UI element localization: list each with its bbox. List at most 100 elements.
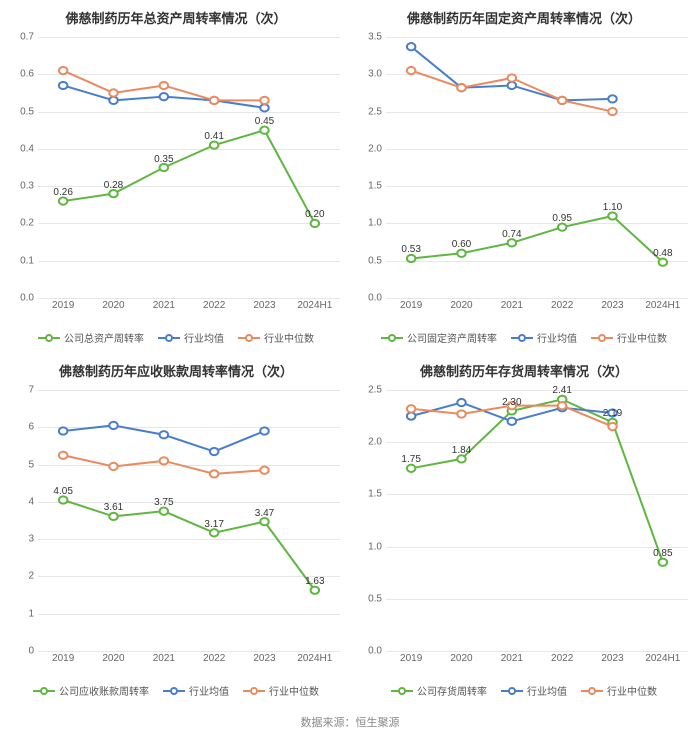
series-marker-industry_median — [260, 467, 268, 474]
legend-label: 行业均值 — [537, 330, 577, 345]
data-point-label: 0.85 — [653, 548, 672, 559]
series-marker-industry_median — [210, 470, 218, 477]
legend-swatch-icon — [38, 333, 60, 343]
series-marker-company — [160, 508, 168, 515]
legend-item-company: 公司总资产周转率 — [38, 330, 144, 345]
series-marker-company — [608, 212, 616, 219]
y-tick-label: 1.0 — [368, 541, 382, 552]
y-tick-label: 0.3 — [20, 181, 34, 192]
y-tick-label: 1.5 — [368, 489, 382, 500]
series-marker-company — [457, 455, 465, 462]
legend-swatch-icon — [581, 686, 603, 696]
data-point-label: 1.10 — [603, 202, 622, 213]
data-point-label: 1.75 — [401, 454, 420, 465]
plot-area: 0.00.51.01.52.02.51.751.842.302.412.190.… — [356, 390, 688, 671]
plot-body: 4.053.613.753.173.471.63 — [38, 390, 340, 651]
series-marker-industry_median — [407, 67, 415, 74]
legend-label: 行业中位数 — [617, 330, 667, 345]
series-marker-industry_median — [608, 108, 616, 115]
data-point-label: 3.75 — [154, 497, 173, 508]
y-tick-label: 3.5 — [368, 32, 382, 43]
series-marker-industry_avg — [210, 448, 218, 455]
series-marker-industry_avg — [109, 422, 117, 429]
y-tick-label: 0.0 — [368, 646, 382, 657]
chart-title: 佛慈制药历年存货周转率情况（次） — [352, 357, 696, 386]
legend-item-industry_avg: 行业均值 — [163, 683, 229, 698]
y-tick-label: 6 — [28, 422, 34, 433]
legend-swatch-icon — [391, 686, 413, 696]
y-tick-label: 0.5 — [368, 255, 382, 266]
plot-body: 0.530.600.740.951.100.48 — [386, 37, 688, 298]
series-marker-company — [260, 127, 268, 134]
data-point-label: 3.17 — [204, 519, 223, 530]
y-tick-label: 1.5 — [368, 181, 382, 192]
chart-legend: 公司存货周转率 行业均值 行业中位数 — [352, 675, 696, 706]
legend-label: 行业均值 — [527, 683, 567, 698]
series-marker-company — [109, 190, 117, 197]
series-marker-industry_avg — [59, 427, 67, 434]
x-tick-label: 2023 — [253, 300, 275, 311]
y-tick-label: 0.0 — [20, 293, 34, 304]
y-tick-label: 1.0 — [368, 218, 382, 229]
series-marker-industry_avg — [508, 82, 516, 89]
legend-label: 行业中位数 — [607, 683, 657, 698]
data-point-label: 2.41 — [552, 385, 571, 396]
x-tick-label: 2019 — [52, 300, 74, 311]
legend-item-industry_avg: 行业均值 — [158, 330, 224, 345]
lines-svg — [38, 390, 340, 651]
legend-swatch-icon — [158, 333, 180, 343]
legend-item-company: 公司应收账款周转率 — [33, 683, 149, 698]
legend-item-industry_median: 行业中位数 — [238, 330, 314, 345]
y-tick-label: 0.7 — [20, 32, 34, 43]
y-tick-label: 0.6 — [20, 69, 34, 80]
x-tick-label: 2020 — [102, 300, 124, 311]
lines-svg — [386, 37, 688, 298]
x-axis: 201920202021202220232024H1 — [38, 651, 340, 671]
series-marker-company — [508, 239, 516, 246]
lines-svg — [38, 37, 340, 298]
chart-title: 佛慈制药历年应收账款周转率情况（次） — [4, 357, 348, 386]
y-axis: 0.00.10.20.30.40.50.60.7 — [8, 37, 38, 298]
legend-item-industry_median: 行业中位数 — [243, 683, 319, 698]
data-point-label: 1.63 — [305, 576, 324, 587]
legend-label: 公司应收账款周转率 — [59, 683, 149, 698]
series-marker-industry_median — [608, 423, 616, 430]
legend-label: 公司存货周转率 — [417, 683, 487, 698]
series-line-company — [63, 130, 315, 223]
chart-title: 佛慈制药历年固定资产周转率情况（次） — [352, 4, 696, 33]
series-marker-company — [109, 513, 117, 520]
data-point-label: 0.95 — [552, 213, 571, 224]
x-tick-label: 2024H1 — [297, 653, 332, 664]
plot-area: 0.00.51.01.52.02.53.03.50.530.600.740.95… — [356, 37, 688, 318]
chart-title: 佛慈制药历年总资产周转率情况（次） — [4, 4, 348, 33]
x-tick-label: 2022 — [203, 653, 225, 664]
series-marker-company — [210, 529, 218, 536]
data-point-label: 0.48 — [653, 248, 672, 259]
series-marker-industry_median — [160, 82, 168, 89]
y-tick-label: 0.5 — [20, 106, 34, 117]
y-tick-label: 3 — [28, 534, 34, 545]
data-point-label: 0.45 — [255, 116, 274, 127]
y-tick-label: 1 — [28, 608, 34, 619]
y-axis: 0.00.51.01.52.02.5 — [356, 390, 386, 651]
y-axis: 01234567 — [8, 390, 38, 651]
legend-label: 公司总资产周转率 — [64, 330, 144, 345]
series-marker-industry_avg — [457, 399, 465, 406]
x-tick-label: 2024H1 — [645, 300, 680, 311]
series-marker-industry_median — [407, 405, 415, 412]
y-tick-label: 2.5 — [368, 385, 382, 396]
series-marker-industry_avg — [160, 431, 168, 438]
data-point-label: 0.60 — [452, 239, 471, 250]
series-marker-industry_median — [457, 84, 465, 91]
y-tick-label: 0.4 — [20, 143, 34, 154]
legend-item-industry_avg: 行业均值 — [511, 330, 577, 345]
series-marker-company — [659, 559, 667, 566]
x-axis: 201920202021202220232024H1 — [386, 298, 688, 318]
series-line-company — [63, 500, 315, 590]
x-tick-label: 2022 — [551, 653, 573, 664]
x-tick-label: 2024H1 — [297, 300, 332, 311]
legend-swatch-icon — [501, 686, 523, 696]
series-marker-industry_median — [210, 97, 218, 104]
series-marker-industry_median — [260, 97, 268, 104]
legend-label: 公司固定资产周转率 — [407, 330, 497, 345]
